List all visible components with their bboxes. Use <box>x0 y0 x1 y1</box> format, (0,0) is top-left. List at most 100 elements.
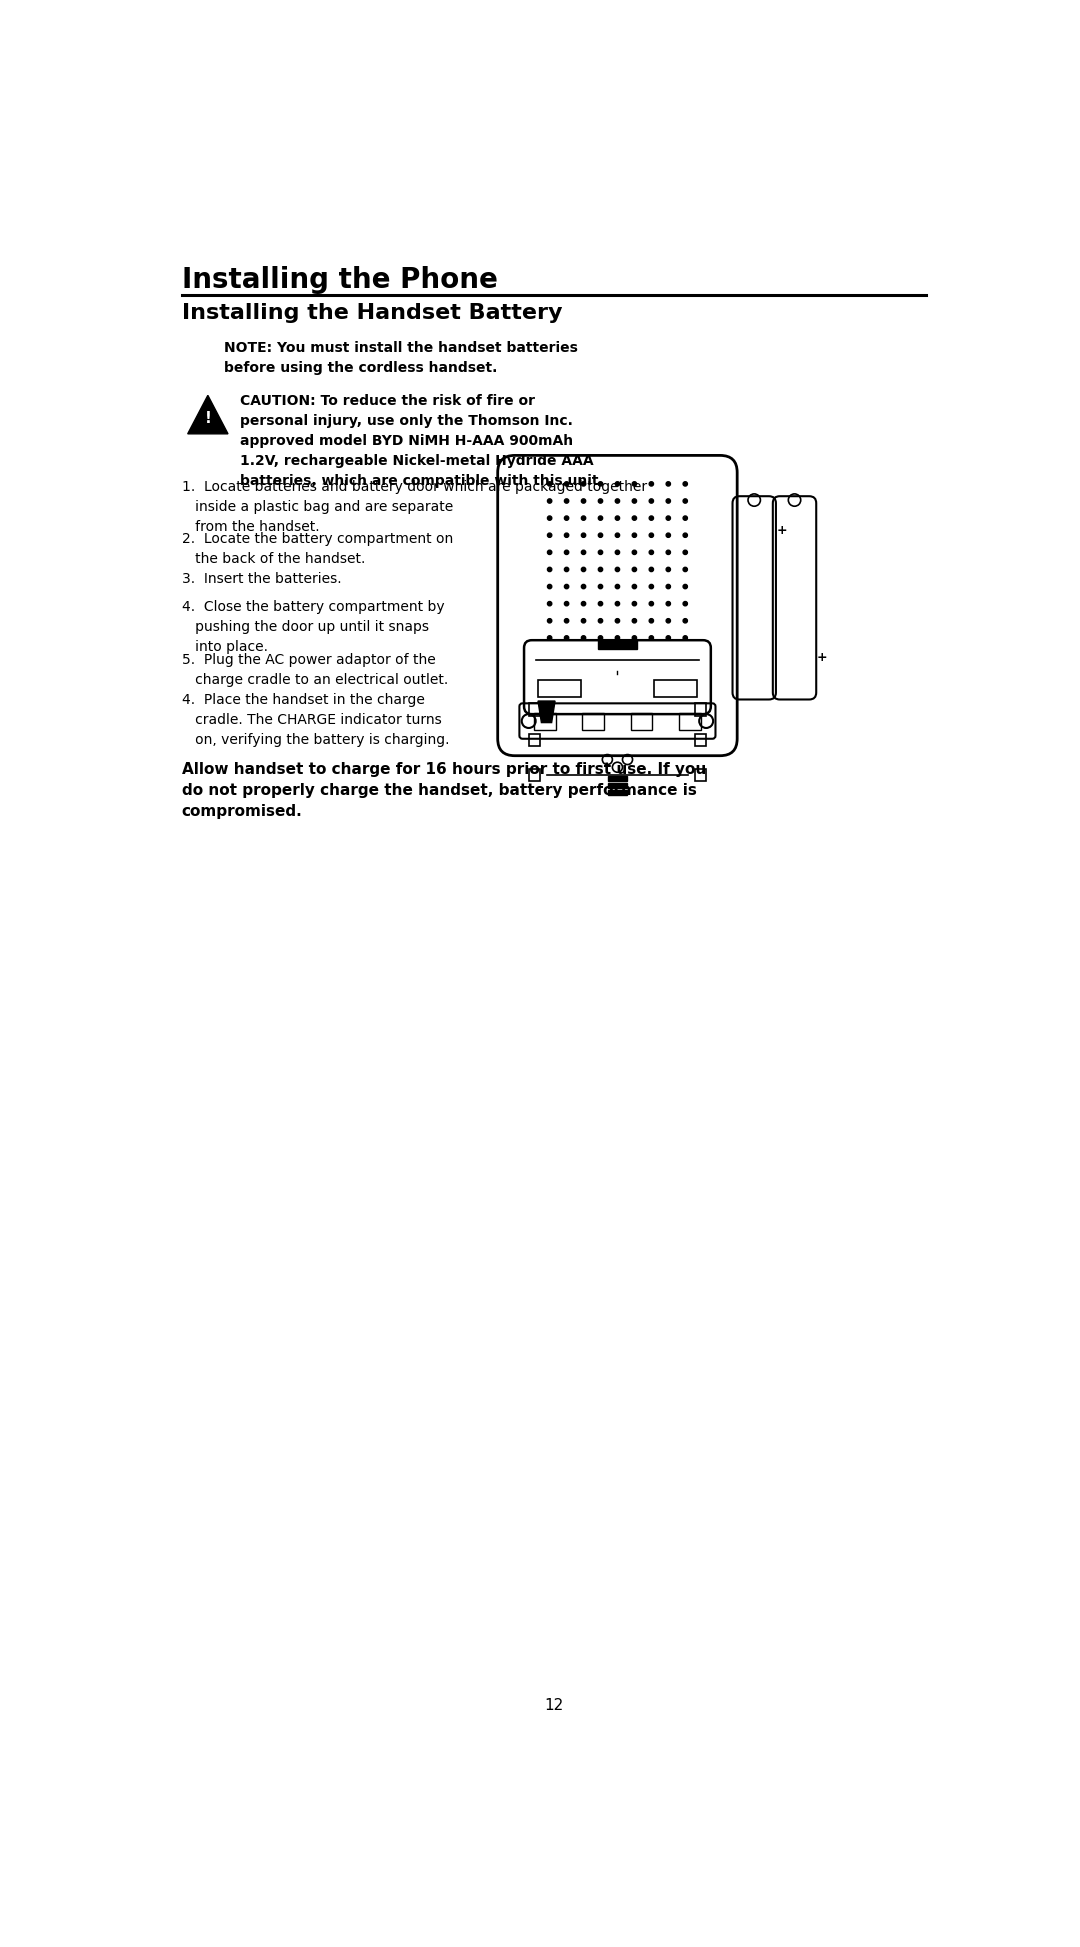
Circle shape <box>683 619 688 623</box>
Text: NOTE: You must install the handset batteries
before using the cordless handset.: NOTE: You must install the handset batte… <box>225 341 578 376</box>
Circle shape <box>649 602 653 606</box>
Circle shape <box>616 498 620 502</box>
Circle shape <box>683 481 688 487</box>
Text: !: ! <box>204 411 212 426</box>
Circle shape <box>616 481 620 487</box>
Circle shape <box>632 481 636 487</box>
Circle shape <box>581 533 585 537</box>
Bar <box>598 641 637 650</box>
Circle shape <box>666 602 671 606</box>
Circle shape <box>581 619 585 623</box>
Bar <box>529 734 540 746</box>
Bar <box>608 775 626 781</box>
Circle shape <box>598 498 603 502</box>
Circle shape <box>683 533 688 537</box>
Bar <box>608 790 626 794</box>
Circle shape <box>666 551 671 555</box>
Circle shape <box>598 516 603 520</box>
Circle shape <box>581 481 585 487</box>
Circle shape <box>649 637 653 641</box>
Circle shape <box>666 619 671 623</box>
Circle shape <box>548 584 552 588</box>
Circle shape <box>616 516 620 520</box>
Circle shape <box>565 637 569 641</box>
Text: 5.  Plug the AC power adaptor of the
   charge cradle to an electrical outlet.: 5. Plug the AC power adaptor of the char… <box>181 652 448 687</box>
Circle shape <box>683 637 688 641</box>
Circle shape <box>632 533 636 537</box>
Circle shape <box>666 584 671 588</box>
Text: Installing the Handset Battery: Installing the Handset Battery <box>181 304 562 323</box>
Circle shape <box>565 481 569 487</box>
Circle shape <box>548 637 552 641</box>
Circle shape <box>565 619 569 623</box>
Circle shape <box>581 602 585 606</box>
Circle shape <box>632 516 636 520</box>
Circle shape <box>632 567 636 572</box>
Text: CAUTION: To reduce the risk of fire or
personal injury, use only the Thomson Inc: CAUTION: To reduce the risk of fire or p… <box>240 393 604 489</box>
Circle shape <box>581 637 585 641</box>
Circle shape <box>683 551 688 555</box>
Circle shape <box>649 619 653 623</box>
Bar <box>694 703 706 716</box>
Circle shape <box>616 584 620 588</box>
Circle shape <box>548 567 552 572</box>
Text: 3.  Insert the batteries.: 3. Insert the batteries. <box>181 572 341 586</box>
Circle shape <box>565 516 569 520</box>
Circle shape <box>598 602 603 606</box>
Text: 2.  Locate the battery compartment on
   the back of the handset.: 2. Locate the battery compartment on the… <box>181 532 453 567</box>
Circle shape <box>666 533 671 537</box>
Polygon shape <box>188 395 228 434</box>
Circle shape <box>632 602 636 606</box>
Circle shape <box>598 533 603 537</box>
Circle shape <box>632 619 636 623</box>
Circle shape <box>598 619 603 623</box>
Circle shape <box>649 584 653 588</box>
Circle shape <box>616 551 620 555</box>
Text: +: + <box>816 652 827 664</box>
Circle shape <box>649 533 653 537</box>
Circle shape <box>683 567 688 572</box>
Circle shape <box>649 481 653 487</box>
Circle shape <box>581 498 585 502</box>
Bar <box>654 680 697 697</box>
Circle shape <box>565 551 569 555</box>
Circle shape <box>548 498 552 502</box>
Circle shape <box>683 602 688 606</box>
Circle shape <box>565 567 569 572</box>
Circle shape <box>683 584 688 588</box>
Circle shape <box>683 498 688 502</box>
Bar <box>694 769 706 781</box>
Circle shape <box>616 533 620 537</box>
Text: 4.  Close the battery compartment by
   pushing the door up until it snaps
   in: 4. Close the battery compartment by push… <box>181 600 444 654</box>
Circle shape <box>548 481 552 487</box>
Circle shape <box>616 637 620 641</box>
Circle shape <box>565 602 569 606</box>
Bar <box>631 713 652 730</box>
Circle shape <box>548 516 552 520</box>
Circle shape <box>565 498 569 502</box>
Circle shape <box>632 498 636 502</box>
Circle shape <box>649 567 653 572</box>
Circle shape <box>548 619 552 623</box>
Circle shape <box>666 637 671 641</box>
Circle shape <box>598 481 603 487</box>
Circle shape <box>632 584 636 588</box>
Bar <box>608 783 626 789</box>
Bar <box>694 734 706 746</box>
Circle shape <box>632 637 636 641</box>
Circle shape <box>581 516 585 520</box>
Bar <box>582 713 604 730</box>
Bar <box>529 769 540 781</box>
Circle shape <box>598 637 603 641</box>
Circle shape <box>649 498 653 502</box>
Bar <box>538 680 581 697</box>
Text: 4.  Place the handset in the charge
   cradle. The CHARGE indicator turns
   on,: 4. Place the handset in the charge cradl… <box>181 693 449 746</box>
Circle shape <box>632 551 636 555</box>
Bar <box>535 713 556 730</box>
Circle shape <box>598 567 603 572</box>
Circle shape <box>598 551 603 555</box>
Circle shape <box>666 567 671 572</box>
Circle shape <box>649 551 653 555</box>
Circle shape <box>666 516 671 520</box>
Circle shape <box>616 602 620 606</box>
